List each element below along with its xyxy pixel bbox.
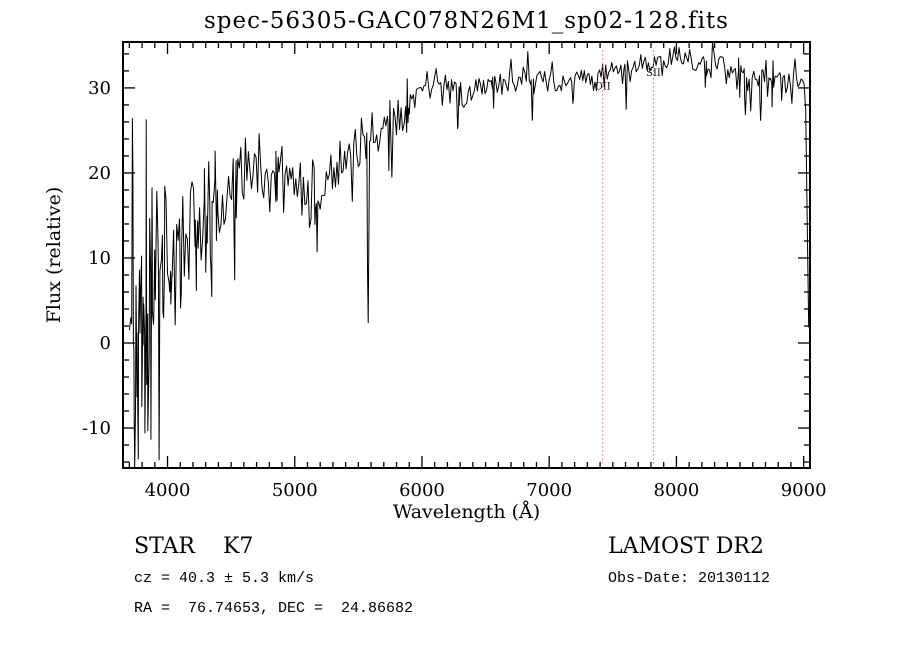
survey-text: LAMOST DR2	[608, 534, 764, 559]
x-tick-label: 7000	[526, 480, 572, 501]
spectrum-line	[128, 42, 810, 468]
y-tick-label: -10	[82, 418, 111, 439]
y-tick-label: 0	[100, 333, 111, 354]
radec-text: RA = 76.74653, DEC = 24.86682	[134, 600, 414, 617]
plot-frame	[122, 41, 811, 469]
x-tick-label: 5000	[272, 480, 318, 501]
obsdate-text: Obs-Date: 20130112	[608, 570, 771, 587]
y-tick-label: 30	[88, 78, 111, 99]
x-tick-label: 9000	[781, 480, 827, 501]
figure-title: spec-56305-GAC078N26M1_sp02-128.fits	[204, 8, 729, 34]
x-tick-label: 6000	[399, 480, 445, 501]
spectral-line-label: OII	[595, 82, 611, 93]
x-tick-label: 4000	[145, 480, 191, 501]
y-tick-label: 20	[88, 163, 111, 184]
cz-text: cz = 40.3 ± 5.3 km/s	[134, 570, 315, 587]
y-axis-title: Flux (relative)	[43, 186, 65, 324]
x-tick-label: 8000	[654, 480, 700, 501]
spectral-line-label: SII	[646, 68, 661, 79]
x-axis-title: Wavelength (Å)	[392, 501, 541, 523]
y-tick-label: 10	[88, 248, 111, 269]
classification-text: STAR K7	[134, 534, 254, 559]
